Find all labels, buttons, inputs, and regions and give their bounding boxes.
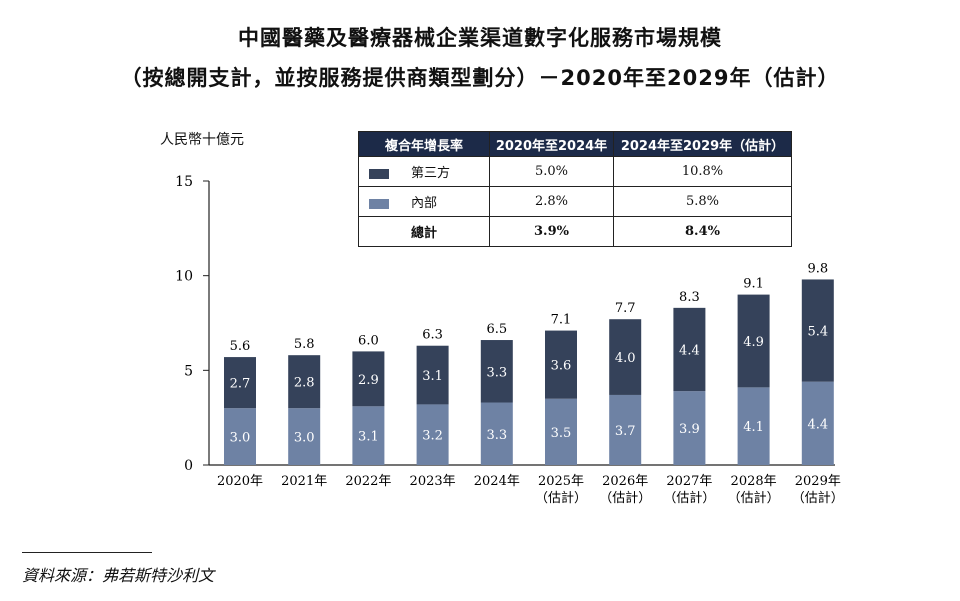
data-label: 4.9: [743, 335, 764, 350]
total-label: 7.1: [551, 313, 572, 328]
table-header: 2020年至2024年: [489, 131, 614, 157]
data-label: 4.4: [679, 344, 700, 359]
legend-label: 內部: [411, 196, 438, 211]
data-label: 3.1: [422, 369, 443, 384]
table-cell: 5.0%: [489, 156, 614, 187]
data-label: 2.7: [230, 377, 251, 392]
table-cell: 5.8%: [613, 186, 792, 217]
bar-segment: [801, 381, 834, 465]
bar-segment: [545, 398, 577, 465]
x-tick-label: 2023年: [410, 474, 456, 489]
bar-segment: [673, 307, 706, 392]
data-label: 2.9: [358, 373, 379, 388]
bar-segment: [480, 340, 513, 403]
total-label: 6.3: [422, 328, 443, 343]
bar-segment: [801, 279, 834, 382]
divider: [22, 552, 152, 553]
total-label: 8.3: [679, 290, 700, 305]
x-tick-sublabel: （估計）: [792, 490, 844, 506]
x-tick-sublabel: （估計）: [599, 490, 651, 506]
legend-swatch-in-house: [369, 198, 389, 209]
data-label: 3.7: [615, 424, 636, 439]
data-label: 2.8: [294, 376, 315, 391]
data-label: 5.4: [807, 325, 828, 340]
data-label: 3.9: [679, 422, 700, 437]
data-label: 4.1: [743, 420, 764, 435]
data-label: 3.3: [486, 428, 507, 443]
bar-segment: [288, 355, 321, 409]
table-row-total: 總計 3.9% 8.4%: [358, 216, 792, 247]
total-label: 7.7: [615, 301, 636, 316]
x-tick-sublabel: （估計）: [663, 490, 715, 506]
table-cell: 總計: [358, 216, 490, 247]
bar-segment: [673, 391, 706, 465]
bar-segment: [545, 330, 577, 399]
x-tick-label: 2021年: [281, 474, 327, 489]
total-label: 5.6: [230, 339, 251, 354]
x-tick-label: 2020年: [217, 474, 263, 489]
bar-segment: [416, 404, 449, 465]
total-label: 9.8: [807, 261, 828, 276]
bar-segment: [288, 408, 321, 465]
x-tick-label: 2026年: [602, 474, 648, 489]
bar-segment: [737, 387, 770, 465]
total-label: 6.5: [486, 322, 507, 337]
total-label: 5.8: [294, 337, 315, 352]
table-cell: 8.4%: [613, 216, 792, 247]
chart-title: 中國醫藥及醫療器械企業渠道數字化服務市場規模: [238, 26, 722, 50]
x-tick-label: 2025年: [538, 474, 584, 489]
bar-segment: [352, 406, 385, 465]
chart-subtitle: （按總開支計，並按服務提供商類型劃分）－2020年至2029年（估計）: [120, 66, 840, 90]
data-label: 3.1: [358, 430, 379, 445]
y-tick-label: 10: [175, 269, 193, 285]
bar-segment: [352, 351, 385, 407]
y-tick-label: 15: [175, 174, 193, 190]
data-label: 3.0: [230, 431, 251, 446]
y-axis-label: 人民幣十億元: [160, 132, 244, 148]
x-tick-sublabel: （估計）: [728, 490, 780, 506]
x-tick-label: 2027年: [666, 474, 712, 489]
data-label: 3.0: [294, 431, 315, 446]
bar-segment: [224, 357, 256, 409]
y-tick-label: 5: [184, 363, 193, 379]
data-label: 4.4: [807, 417, 828, 432]
total-label: 9.1: [743, 277, 764, 292]
bar-segment: [609, 319, 642, 395]
x-tick-sublabel: （估計）: [535, 490, 587, 506]
table-header: 2024年至2029年（估計）: [613, 131, 792, 157]
table-cell: 3.9%: [489, 216, 614, 247]
x-tick-label: 2024年: [474, 474, 520, 489]
bar-segment: [480, 402, 513, 465]
y-tick-label: 0: [184, 458, 193, 474]
table-row: 第三方 5.0% 10.8%: [358, 156, 792, 187]
legend-swatch-third-party: [369, 168, 389, 179]
x-tick-label: 2028年: [731, 474, 777, 489]
legend-cagr-table: 複合年增長率 2020年至2024年 2024年至2029年（估計） 第三方 5…: [358, 131, 792, 247]
bar-segment: [224, 408, 256, 465]
data-label: 3.2: [422, 429, 443, 444]
bar-segment: [737, 294, 770, 388]
data-label: 4.0: [615, 351, 636, 366]
bar-segment: [609, 394, 642, 465]
x-tick-label: 2029年: [795, 474, 841, 489]
x-tick-label: 2022年: [345, 474, 391, 489]
legend-label: 第三方: [411, 166, 451, 181]
bar-segment: [416, 345, 449, 405]
data-label: 3.5: [551, 426, 572, 441]
data-label: 3.6: [551, 359, 572, 374]
total-label: 6.0: [358, 333, 379, 348]
source-note: 資料來源：弗若斯特沙利文: [22, 566, 215, 585]
data-label: 3.3: [486, 365, 507, 380]
